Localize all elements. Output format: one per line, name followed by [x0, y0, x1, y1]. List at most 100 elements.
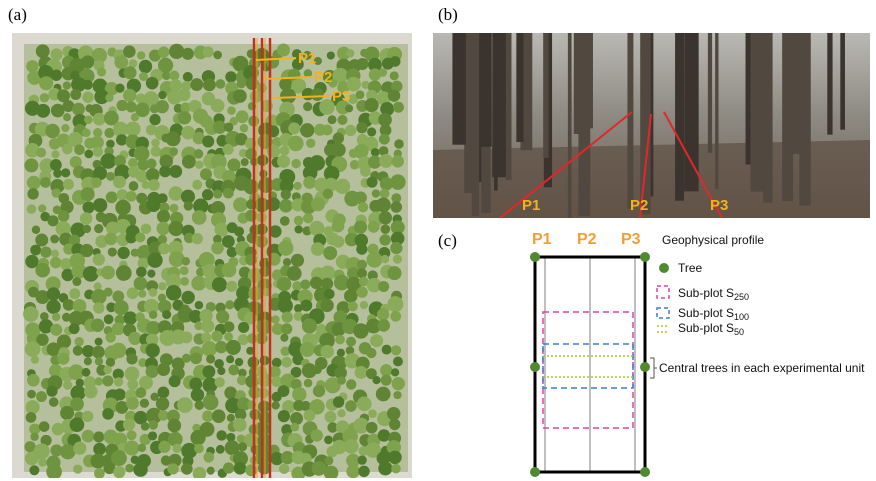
- tree-crown: [113, 176, 126, 189]
- tree-crown: [157, 363, 170, 376]
- tree-crown: [178, 111, 191, 124]
- tree-crown: [84, 385, 98, 399]
- tree-crown: [195, 160, 204, 169]
- tree-crown: [258, 388, 269, 399]
- tree-crown: [224, 386, 237, 399]
- tree-crown: [241, 158, 249, 166]
- tree-crown: [372, 376, 380, 384]
- legend-text: Geophysical profile: [662, 233, 764, 247]
- tree-crown: [145, 343, 159, 357]
- tree-crown: [123, 89, 136, 102]
- tree-crown: [203, 78, 216, 91]
- tree-crown: [280, 334, 288, 342]
- tree-crown: [366, 348, 376, 358]
- legend-text: Tree: [678, 261, 703, 275]
- tree-crown: [202, 341, 217, 356]
- tree-crown: [387, 407, 400, 420]
- tree-crown: [346, 337, 356, 347]
- tree-crown: [158, 91, 166, 99]
- tree-crown: [279, 464, 289, 474]
- tree-crown: [357, 268, 367, 278]
- tree-trunk: [627, 33, 633, 209]
- tree-crown: [195, 400, 204, 409]
- tree-crown: [223, 188, 234, 199]
- tree-crown: [391, 345, 401, 355]
- tree-crown: [304, 379, 313, 388]
- tree-crown: [82, 201, 94, 213]
- tree-crown: [391, 368, 399, 376]
- tree-crown: [346, 49, 354, 57]
- tree-crown: [63, 113, 71, 121]
- tree-crown: [91, 318, 105, 332]
- tree-crown: [168, 221, 183, 236]
- tree-crown: [201, 319, 214, 332]
- tree-crown: [53, 169, 62, 178]
- tree-crown: [325, 411, 337, 423]
- tree-crown: [324, 466, 339, 481]
- tree-crown: [133, 462, 147, 476]
- tree-crown: [140, 399, 149, 408]
- tree-crown: [283, 258, 291, 266]
- tree-crown: [304, 410, 316, 422]
- tree-crown: [190, 352, 202, 364]
- tree-crown: [391, 464, 401, 474]
- tree-trunk: [708, 33, 712, 153]
- tree-crown: [237, 375, 247, 385]
- tree-crown: [272, 401, 280, 409]
- tree-crown: [158, 243, 170, 255]
- legend-text: Sub-plot S: [678, 306, 734, 320]
- legend-text: Sub-plot S: [678, 321, 734, 335]
- tree-crown: [337, 376, 346, 385]
- tree-crown: [355, 366, 368, 379]
- tree-crown: [203, 394, 219, 410]
- tree-crown: [147, 270, 155, 278]
- tree-crown: [203, 46, 214, 57]
- tree-crown: [225, 71, 236, 82]
- tree-crown: [159, 166, 171, 178]
- tree-crown: [310, 277, 322, 289]
- tree-crown: [311, 88, 324, 101]
- tree-trunk: [582, 33, 589, 209]
- tree-crown: [194, 149, 204, 159]
- tree-crown: [356, 122, 367, 133]
- tree-crown: [138, 290, 146, 298]
- tree-crown: [25, 452, 39, 466]
- tree-crown: [24, 158, 38, 172]
- tree-crown: [357, 260, 367, 270]
- tree-trunk: [684, 33, 699, 191]
- tree-crown: [354, 191, 367, 204]
- tree-crown: [323, 189, 333, 199]
- tree-crown: [311, 197, 325, 211]
- tree-crown: [390, 242, 402, 254]
- tree-crown: [180, 277, 189, 286]
- tree-crown: [390, 71, 399, 80]
- tree-crown: [233, 89, 247, 103]
- plot-diagram: [530, 252, 657, 477]
- tree-crown: [49, 397, 59, 407]
- profile-label: P2: [630, 197, 648, 214]
- tree-crown: [346, 465, 359, 478]
- tree-crown: [216, 310, 229, 323]
- tree-crown: [61, 124, 69, 132]
- tree-crown: [27, 374, 40, 387]
- tree-crown: [216, 445, 225, 454]
- tree-crown: [228, 365, 239, 376]
- tree-crown: [157, 387, 169, 399]
- tree-crown: [345, 104, 353, 112]
- tree-crown: [103, 365, 112, 374]
- profile-label: P1: [522, 197, 540, 214]
- tree-crown: [390, 56, 401, 67]
- tree-crown: [244, 179, 259, 194]
- tree-crown: [61, 168, 70, 177]
- legend: Geophysical profile Tree Sub-plot S250 S…: [657, 233, 865, 375]
- tree-crown: [30, 433, 38, 441]
- tree-crown: [172, 444, 181, 453]
- tree-crown: [309, 221, 324, 236]
- tree-crown: [47, 342, 61, 356]
- tree-crown: [183, 72, 193, 82]
- tree-crown: [287, 266, 302, 281]
- tree-crown: [234, 226, 244, 236]
- tree-crown: [129, 181, 139, 191]
- tree-crown: [27, 204, 37, 214]
- tree-crown: [178, 88, 191, 101]
